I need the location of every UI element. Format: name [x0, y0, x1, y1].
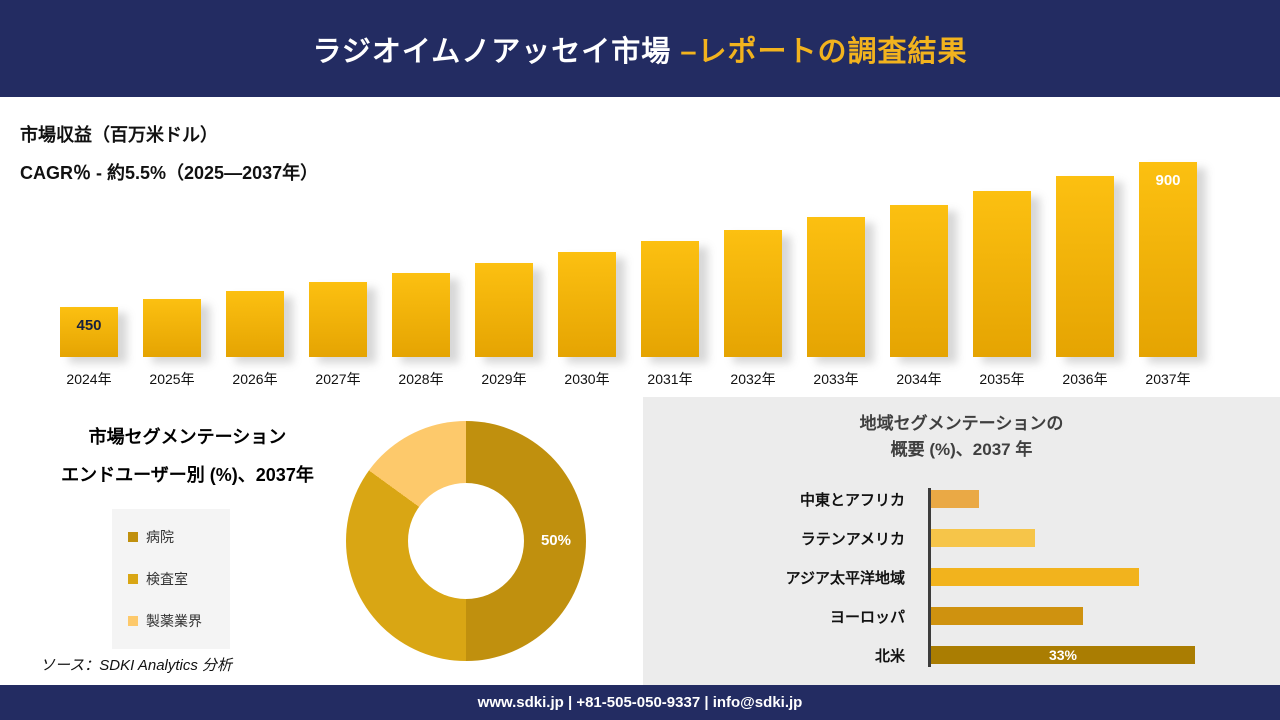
revenue-bar-column: 2025年 [143, 299, 201, 389]
region-label: 北米 [874, 647, 905, 665]
page-title-accent: –レポートの調査結果 [680, 35, 968, 68]
page-title-main: ラジオイムノアッセイ市場 [312, 35, 681, 68]
x-axis-label: 2026年 [232, 371, 278, 387]
donut-hole [408, 483, 524, 599]
region-bar-value-label: 33% [1048, 647, 1078, 664]
region-bar-row: 中東とアフリカ [643, 480, 1280, 519]
region-bar-row: ラテンアメリカ [643, 519, 1280, 558]
segmentation-title-line2: エンドユーザー別 (%)、2037年 [61, 464, 314, 485]
region-bar: 33% [931, 646, 1195, 665]
legend-swatch-icon [128, 574, 138, 584]
revenue-bar [641, 241, 699, 357]
region-bar-row: アジア太平洋地域 [643, 558, 1280, 597]
legend-item: 検査室 [128, 569, 214, 589]
segmentation-legend: 病院 検査室 製薬業界 [112, 509, 230, 649]
x-axis-label: 2029年 [481, 371, 527, 387]
revenue-bars: 450 2024年 2025年 2026年 2027年 2028年 2029年 2030年 20… [60, 162, 1225, 389]
legend-item: 病院 [128, 527, 214, 547]
report-header: ラジオイムノアッセイ市場 –レポートの調査結果 [0, 0, 1280, 97]
region-title: 地域セグメンテーションの 概要 (%)、2037 年 [643, 411, 1280, 464]
region-label: アジア太平洋地域 [785, 569, 905, 587]
cagr-label: CAGR％ - 約5.5%（2025―2037年） [20, 163, 319, 183]
revenue-bar-column: 2035年 [973, 191, 1031, 389]
region-chart-section: 地域セグメンテーションの 概要 (%)、2037 年 中東とアフリカ ラテンアメリ… [643, 397, 1280, 685]
bottom-panels: 市場セグメンテーション エンドユーザー別 (%)、2037年 病院検査室製薬業界… [0, 397, 1280, 685]
bar-value-label: 450 [76, 317, 102, 334]
legend-swatch-icon [128, 532, 138, 542]
revenue-bar-column: 2032年 [724, 230, 782, 389]
x-axis-label: 2027年 [315, 371, 361, 387]
revenue-bar-column: 2031年 [641, 241, 699, 389]
region-bar [931, 490, 979, 509]
revenue-bar [392, 273, 450, 357]
revenue-bar-column: 2029年 [475, 263, 533, 389]
region-bar-row: ヨーロッパ [643, 597, 1280, 636]
region-label: 中東とアフリカ [799, 491, 905, 509]
revenue-bar-column: 2033年 [807, 217, 865, 389]
revenue-bar-column: 2028年 [392, 273, 450, 389]
bar-value-label: 900 [1155, 172, 1181, 189]
revenue-bar [724, 230, 782, 357]
legend-label: 検査室 [146, 571, 188, 587]
region-title-line2: 概要 (%)、2037 年 [890, 440, 1033, 460]
revenue-bar-column: 2036年 [1056, 176, 1114, 389]
x-axis-label: 2031年 [647, 371, 693, 387]
x-axis-label: 2037年 [1145, 371, 1191, 387]
revenue-bar [973, 191, 1031, 357]
revenue-bar-column: 2034年 [890, 205, 948, 389]
revenue-chart-section: 市場収益（百万米ドル） CAGR％ - 約5.5%（2025―2037年） 45… [0, 97, 1280, 397]
region-bar [931, 568, 1139, 587]
region-title-line1: 地域セグメンテーションの [859, 414, 1064, 433]
revenue-bar [890, 205, 948, 357]
x-axis-label: 2034年 [896, 371, 942, 387]
page-title: ラジオイムノアッセイ市場 –レポートの調査結果 [312, 28, 967, 70]
region-label: ラテンアメリカ [800, 530, 905, 548]
x-axis-label: 2025年 [149, 371, 195, 387]
revenue-bar [807, 217, 865, 357]
revenue-metric-label: 市場収益（百万米ドル） [20, 125, 218, 145]
legend-item: 製薬業界 [128, 611, 214, 631]
x-axis-label: 2028年 [398, 371, 444, 387]
revenue-bar: 450 [60, 307, 118, 357]
region-label: ヨーロッパ [829, 608, 905, 626]
region-bar [931, 529, 1035, 548]
revenue-bar-column: 2027年 [309, 282, 367, 389]
revenue-bar [143, 299, 201, 357]
revenue-bar-column: 900 2037年 [1139, 162, 1197, 389]
revenue-bar-column: 2026年 [226, 291, 284, 389]
x-axis-label: 2035年 [979, 371, 1025, 387]
revenue-bar [1056, 176, 1114, 357]
region-bar-row: 北米 33% [643, 636, 1280, 675]
x-axis-label: 2024年 [66, 371, 112, 387]
legend-label: 病院 [146, 529, 174, 545]
legend-swatch-icon [128, 616, 138, 626]
segmentation-title: 市場セグメンテーション エンドユーザー別 (%)、2037年 [0, 419, 375, 495]
revenue-bar-column: 2030年 [558, 252, 616, 389]
x-axis-label: 2036年 [1062, 371, 1108, 387]
x-axis-label: 2032年 [730, 371, 776, 387]
revenue-bar [475, 263, 533, 357]
source-note: ソース：SDKI Analytics 分析 [40, 657, 233, 674]
region-bar [931, 607, 1083, 626]
legend-label: 製薬業界 [146, 613, 202, 629]
segmentation-title-line1: 市場セグメンテーション [88, 427, 287, 447]
segmentation-section: 市場セグメンテーション エンドユーザー別 (%)、2037年 病院検査室製薬業界… [0, 397, 643, 685]
x-axis-label: 2033年 [813, 371, 859, 387]
donut-chart: 50% [346, 421, 586, 661]
revenue-bar [309, 282, 367, 357]
revenue-bar [558, 252, 616, 357]
x-axis-label: 2030年 [564, 371, 610, 387]
revenue-bar-column: 450 2024年 [60, 307, 118, 389]
contact-footer: www.sdki.jp | +81-505-050-9337 | info@sd… [0, 685, 1280, 720]
region-bars: 中東とアフリカ ラテンアメリカアジア太平洋地域ヨーロッパ北米 33% [643, 480, 1280, 675]
donut-value-label: 50% [540, 532, 571, 549]
revenue-bar: 900 [1139, 162, 1197, 357]
revenue-bar [226, 291, 284, 357]
